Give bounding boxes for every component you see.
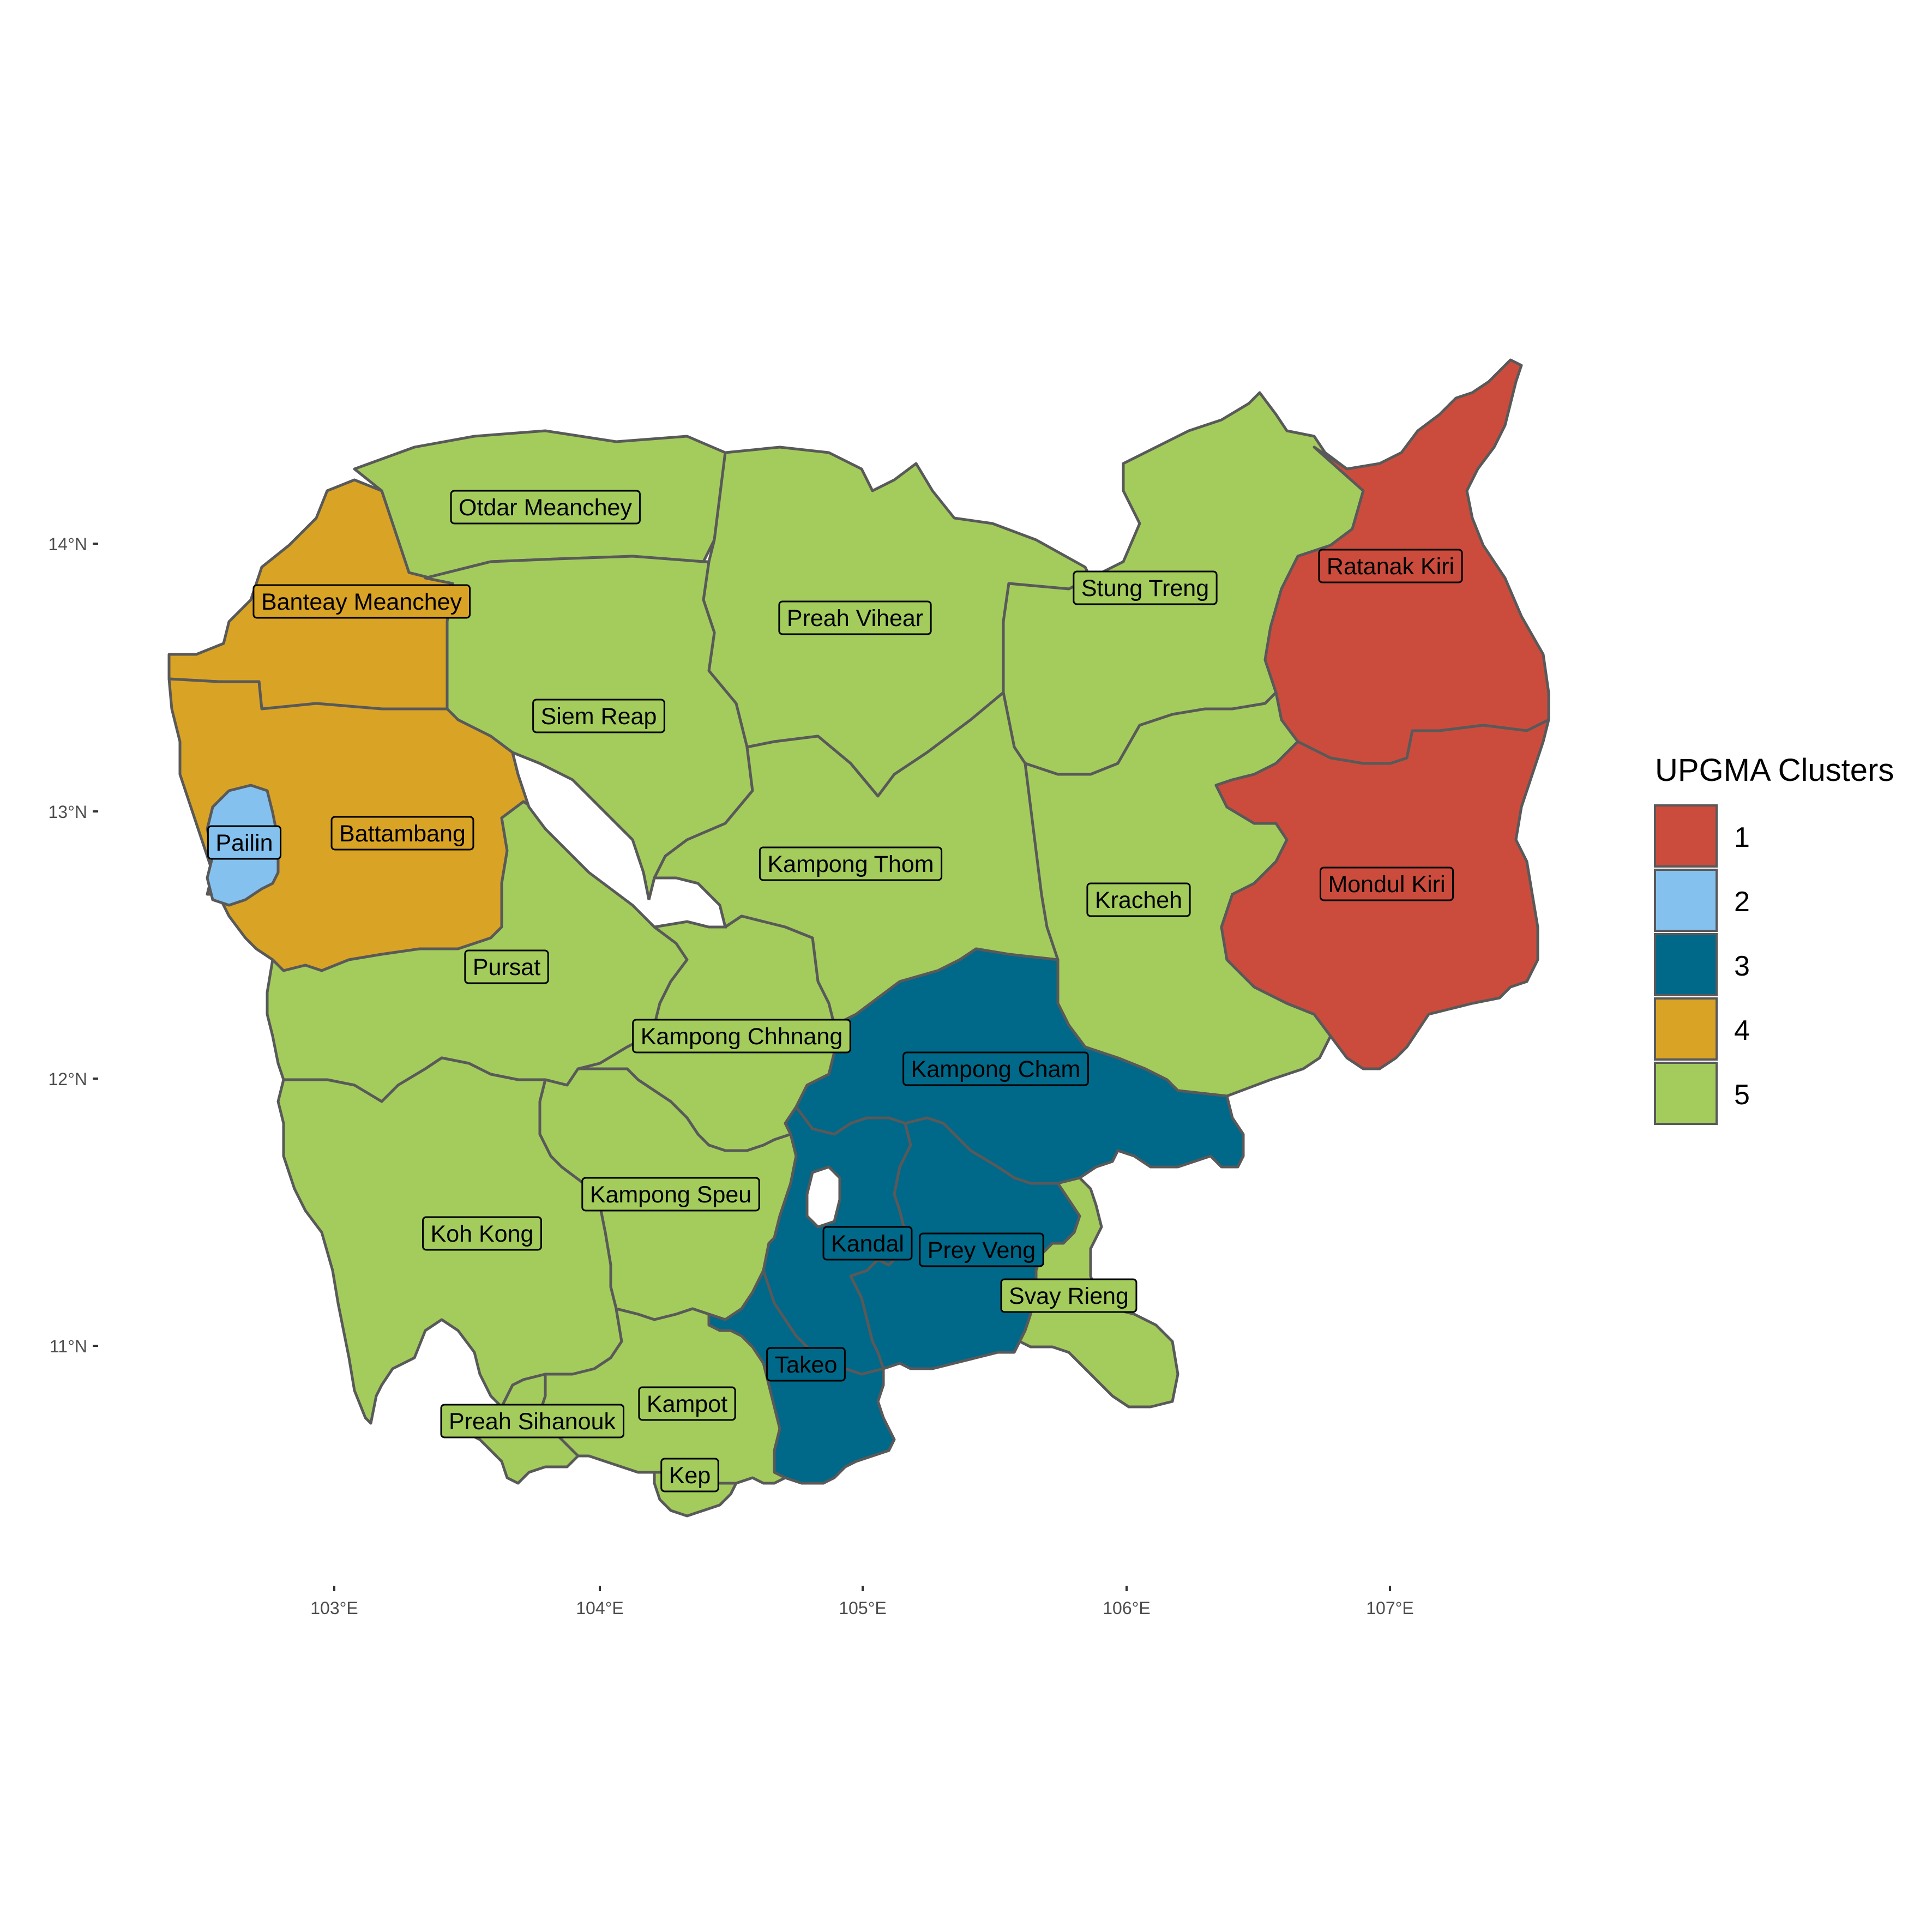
- province-label: Pailin: [207, 825, 282, 860]
- province-label-box: [422, 1216, 542, 1251]
- province-label: Koh Kong: [422, 1216, 542, 1251]
- tonle-sap-lake: [510, 750, 727, 929]
- province-label-text: Banteay Meanchey: [261, 589, 462, 615]
- province-label-box: [330, 816, 474, 851]
- y-tick-label: 11°N: [50, 1337, 87, 1356]
- province-label-text: Kampong Thom: [767, 851, 934, 877]
- province-labels: Otdar Meanchey Banteay Meanchey Preah Vihe…: [207, 490, 1463, 1492]
- province-label-box: [632, 1019, 851, 1054]
- province-label-box: [440, 1404, 624, 1439]
- province-label-box: [919, 1232, 1044, 1267]
- province-label: Takeo: [766, 1347, 846, 1382]
- y-tick-label: 14°N: [49, 534, 88, 554]
- province-label-text: Kracheh: [1095, 887, 1182, 913]
- province-label-box: [1318, 549, 1463, 583]
- x-tick-label: 105°E: [839, 1598, 887, 1618]
- y-tick-label: 12°N: [49, 1069, 88, 1089]
- province-label-box: [207, 825, 282, 860]
- x-tick-label: 103°E: [310, 1598, 358, 1618]
- province-label-text: Preah Sihanouk: [449, 1409, 616, 1435]
- province-label: Kampong Thom: [759, 846, 943, 881]
- legend-key-2: [1654, 869, 1718, 932]
- province-label: Preah Vihear: [778, 600, 932, 635]
- province-label: Kep: [660, 1458, 719, 1492]
- province-label-text: Kandal: [831, 1231, 904, 1257]
- province-label: Ratanak Kiri: [1318, 549, 1463, 583]
- legend-label: 4: [1734, 1015, 1750, 1046]
- province-label-text: Pursat: [473, 954, 540, 980]
- province-label: Pursat: [464, 949, 549, 984]
- legend-label: 5: [1734, 1079, 1750, 1111]
- province-label-text: Otdar Meanchey: [459, 495, 632, 521]
- province-label-box: [581, 1177, 760, 1212]
- province-label-box: [822, 1226, 913, 1261]
- province-label: Siem Reap: [532, 699, 665, 733]
- province-label: Kandal: [822, 1226, 913, 1261]
- province-label: Svay Rieng: [1000, 1278, 1137, 1313]
- province-label-text: Takeo: [775, 1352, 838, 1378]
- y-tick-label: 13°N: [49, 802, 88, 822]
- x-tick-label: 107°E: [1366, 1598, 1414, 1618]
- legend-key-3: [1654, 933, 1718, 996]
- province-label-box: [638, 1386, 736, 1421]
- legend: UPGMA Clusters 1 2 3 4 5: [1654, 753, 1894, 1125]
- y-axis: 14°N 13°N 12°N 11°N: [49, 534, 98, 1356]
- province-label-text: Kampong Chhnang: [641, 1024, 843, 1050]
- province-label-text: Koh Kong: [431, 1221, 534, 1247]
- province-label-box: [778, 600, 932, 635]
- province-label-text: Kampot: [647, 1391, 727, 1417]
- province-label: Kampong Chhnang: [632, 1019, 851, 1054]
- province-label-text: Prey Veng: [928, 1237, 1036, 1263]
- province-label: Kampong Speu: [581, 1177, 760, 1212]
- map-axes: 14°N 13°N 12°N 11°N 103°E 104°E 105°E 10…: [49, 534, 1414, 1618]
- legend-key-1: [1654, 804, 1718, 868]
- province-label: Kracheh: [1086, 882, 1191, 917]
- province-label: Preah Sihanouk: [440, 1404, 624, 1439]
- province-label-box: [464, 949, 549, 984]
- province-label: Mondul Kiri: [1319, 866, 1454, 901]
- province-label-box: [450, 490, 641, 525]
- x-axis: 103°E 104°E 105°E 106°E 107°E: [310, 1586, 1414, 1618]
- province-svay-rieng[interactable]: [1018, 1176, 1179, 1409]
- province-label-box: [759, 846, 943, 881]
- province-label-box: [660, 1458, 719, 1492]
- province-label-text: Kampong Speu: [590, 1182, 751, 1208]
- province-label-text: Preah Vihear: [787, 605, 923, 631]
- province-label-text: Kep: [669, 1462, 711, 1489]
- legend-title: UPGMA Clusters: [1655, 753, 1894, 788]
- province-label: Banteay Meanchey: [252, 584, 471, 619]
- legend-label: 3: [1734, 950, 1750, 982]
- province-label-box: [1319, 866, 1454, 901]
- x-tick-label: 106°E: [1103, 1598, 1151, 1618]
- lake-near-kandal: [805, 1165, 841, 1229]
- province-label-text: Pailin: [215, 830, 273, 856]
- province-label: Kampot: [638, 1386, 736, 1421]
- province-label: Kampong Cham: [902, 1051, 1089, 1086]
- province-label-box: [1073, 570, 1218, 605]
- province-label-box: [766, 1347, 846, 1382]
- province-label-box: [902, 1051, 1089, 1086]
- province-label: Otdar Meanchey: [450, 490, 641, 525]
- province-label-text: Battambang: [339, 821, 466, 847]
- province-label-text: Mondul Kiri: [1328, 871, 1445, 898]
- province-label-text: Kampong Cham: [911, 1056, 1081, 1082]
- province-label-box: [1000, 1278, 1137, 1313]
- x-tick-label: 104°E: [576, 1598, 624, 1618]
- legend-label: 2: [1734, 886, 1750, 918]
- province-label-text: Stung Treng: [1081, 575, 1209, 601]
- province-label-text: Siem Reap: [541, 703, 657, 730]
- province-label: Prey Veng: [919, 1232, 1044, 1267]
- province-label-box: [252, 584, 471, 619]
- province-label: Stung Treng: [1073, 570, 1218, 605]
- province-label-box: [1086, 882, 1191, 917]
- province-label-box: [532, 699, 665, 733]
- legend-key-5: [1654, 1062, 1718, 1125]
- province-label-text: Ratanak Kiri: [1327, 553, 1454, 580]
- legend-label: 1: [1734, 822, 1750, 853]
- province-label: Battambang: [330, 816, 474, 851]
- province-label-text: Svay Rieng: [1009, 1283, 1129, 1309]
- legend-key-4: [1654, 997, 1718, 1061]
